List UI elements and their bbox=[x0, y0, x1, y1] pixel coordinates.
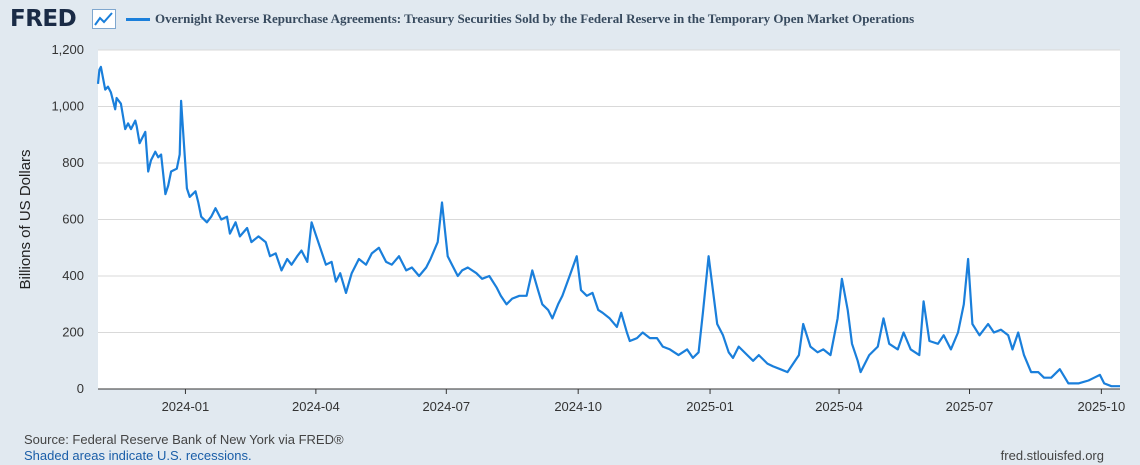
y-axis-ticks: 0 200 400 600 800 1,000 1,200 bbox=[51, 42, 84, 396]
x-tick-label: 2024-01 bbox=[162, 399, 210, 414]
y-tick-label: 1,200 bbox=[51, 42, 84, 57]
x-tick-label: 2024-07 bbox=[422, 399, 470, 414]
y-tick-label: 1,000 bbox=[51, 99, 84, 114]
x-tick-label: 2025-04 bbox=[815, 399, 863, 414]
source-note: Source: Federal Reserve Bank of New York… bbox=[24, 432, 344, 447]
series-line bbox=[96, 65, 1120, 388]
y-tick-label: 0 bbox=[77, 381, 84, 396]
x-tick-label: 2025-07 bbox=[946, 399, 994, 414]
x-tick-label: 2024-04 bbox=[292, 399, 340, 414]
grid-lines bbox=[98, 49, 1120, 333]
series-group bbox=[96, 65, 1120, 388]
y-axis-label: Billions of US Dollars bbox=[17, 149, 34, 289]
y-tick-label: 800 bbox=[62, 155, 84, 170]
x-tick-label: 2025-01 bbox=[686, 399, 734, 414]
y-tick-label: 200 bbox=[62, 325, 84, 340]
fred-logo[interactable]: FRED bbox=[10, 6, 77, 32]
x-tick-label: 2024-10 bbox=[554, 399, 602, 414]
recessions-link[interactable]: Shaded areas indicate U.S. recessions. bbox=[24, 448, 252, 463]
y-tick-label: 400 bbox=[62, 268, 84, 283]
legend-swatch bbox=[126, 18, 150, 21]
chart-title: Overnight Reverse Repurchase Agreements:… bbox=[155, 11, 915, 26]
y-tick-label: 600 bbox=[62, 212, 84, 227]
x-tick-label: 2025-10 bbox=[1078, 399, 1126, 414]
site-link[interactable]: fred.stlouisfed.org bbox=[1000, 448, 1104, 463]
chart-header: FRED Overnight Reverse Repurchase Agreem… bbox=[0, 0, 1140, 40]
x-axis-ticks: 2024-01 2024-04 2024-07 2024-10 2025-01 2025-… bbox=[162, 389, 1126, 414]
line-chart-icon bbox=[92, 9, 116, 29]
